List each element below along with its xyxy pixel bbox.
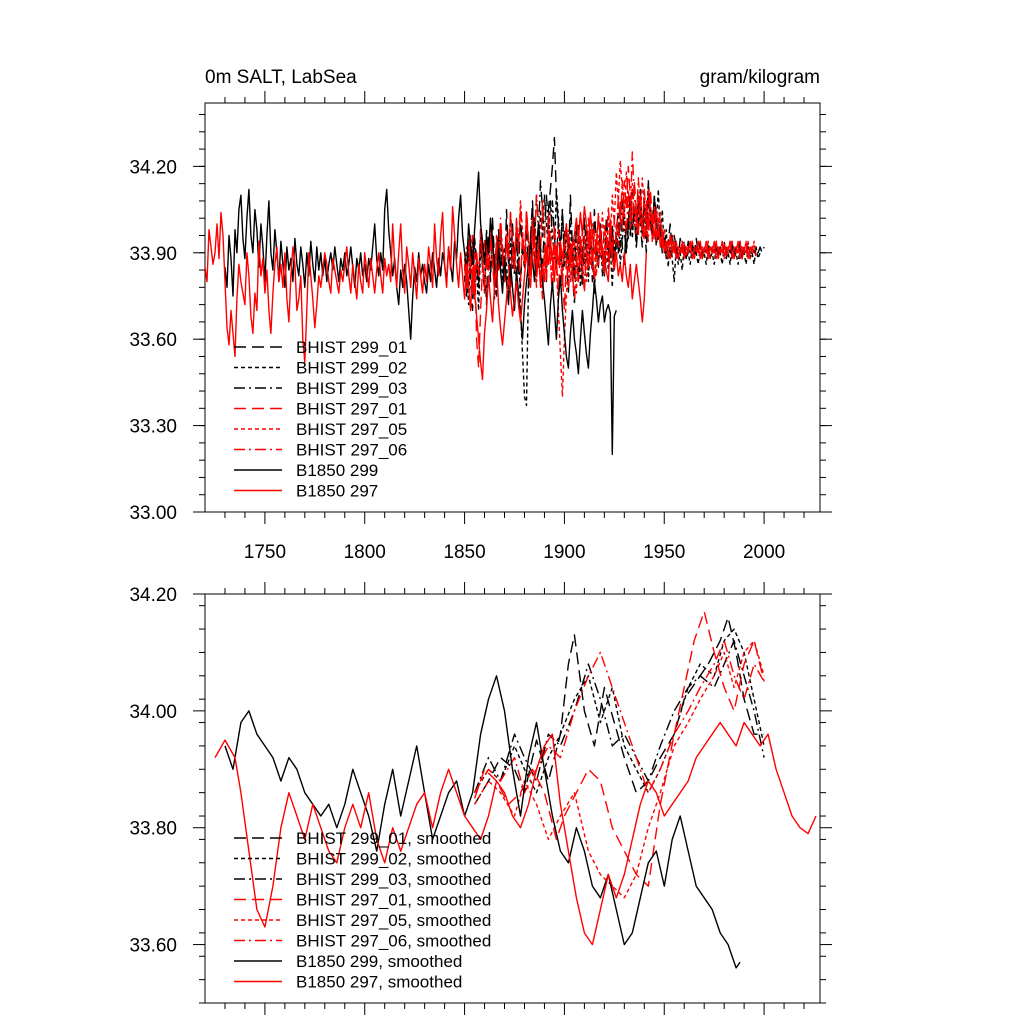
smoothed-salinity-panel: 33.60 33.80 34.00 34.20 BHIST 299_01, smooth… bbox=[129, 582, 832, 1015]
x-tick-label: 1950 bbox=[643, 542, 685, 563]
y-tick-label: 34.20 bbox=[129, 157, 177, 178]
x-tick-label: 1800 bbox=[344, 542, 386, 563]
y-tick-label: 34.00 bbox=[129, 702, 177, 723]
legend-label: BHIST 297_01 bbox=[296, 400, 407, 419]
series-line-b1850-297 bbox=[205, 205, 647, 381]
y-tick-label: 33.00 bbox=[129, 503, 177, 524]
legend-label: BHIST 297_06, smoothed bbox=[296, 932, 491, 951]
series-line-bhist-297-05-smoothed bbox=[473, 640, 765, 899]
x-tick-label: 1900 bbox=[543, 542, 585, 563]
raw-salinity-panel: 1750 1800 1850 1900 1950 2000 33.00 33.30 33.60 3… bbox=[129, 91, 832, 563]
units-label: gram/kilogram bbox=[700, 67, 820, 88]
series-line-bhist-297-06-smoothed bbox=[473, 640, 765, 794]
y-tick-label: 33.30 bbox=[129, 417, 177, 438]
series-line-b1850-299-smoothed bbox=[224, 675, 741, 969]
legend-label: BHIST 297_05 bbox=[296, 420, 407, 439]
legend-label: BHIST 299_02 bbox=[296, 359, 407, 378]
legend-label: B1850 299, smoothed bbox=[296, 952, 462, 971]
legend-label: BHIST 299_03 bbox=[296, 379, 407, 398]
x-tick-label: 2000 bbox=[743, 542, 785, 563]
series-group bbox=[205, 136, 765, 456]
series-line-bhist-299-03-smoothed bbox=[473, 640, 765, 793]
legend-label: BHIST 299_02, smoothed bbox=[296, 850, 491, 869]
y-tick-label: 33.80 bbox=[129, 819, 177, 840]
x-tick-label: 1750 bbox=[244, 542, 286, 563]
legend-label: BHIST 297_01, smoothed bbox=[296, 891, 491, 910]
y-tick-label: 33.90 bbox=[129, 244, 177, 265]
chart-title: 0m SALT, LabSea bbox=[205, 67, 357, 88]
legend-label: BHIST 299_01, smoothed bbox=[296, 829, 491, 848]
legend-label: B1850 297, smoothed bbox=[296, 973, 462, 992]
series-line-b1850-297-smoothed bbox=[214, 721, 817, 946]
plot-frame bbox=[204, 593, 821, 1004]
x-tick-label: 1850 bbox=[443, 542, 485, 563]
series-line-bhist-299-02-smoothed bbox=[473, 628, 765, 794]
legend-label: BHIST 299_03, smoothed bbox=[296, 870, 491, 889]
legend-label: B1850 297 bbox=[296, 482, 378, 501]
series-group bbox=[214, 610, 817, 969]
legend-label: BHIST 297_06 bbox=[296, 441, 407, 460]
legend-label: BHIST 299_01 bbox=[296, 338, 407, 357]
y-tick-label: 34.20 bbox=[129, 585, 177, 606]
series-line-bhist-299-01-smoothed bbox=[473, 616, 765, 805]
legend-label: BHIST 297_05, smoothed bbox=[296, 911, 491, 930]
y-tick-label: 33.60 bbox=[129, 330, 177, 351]
plot-frame bbox=[204, 102, 821, 513]
legend-label: B1850 299 bbox=[296, 461, 378, 480]
legend: BHIST 299_01, smoothed BHIST 299_02, smoo… bbox=[234, 829, 491, 992]
y-tick-label: 33.60 bbox=[129, 936, 177, 957]
